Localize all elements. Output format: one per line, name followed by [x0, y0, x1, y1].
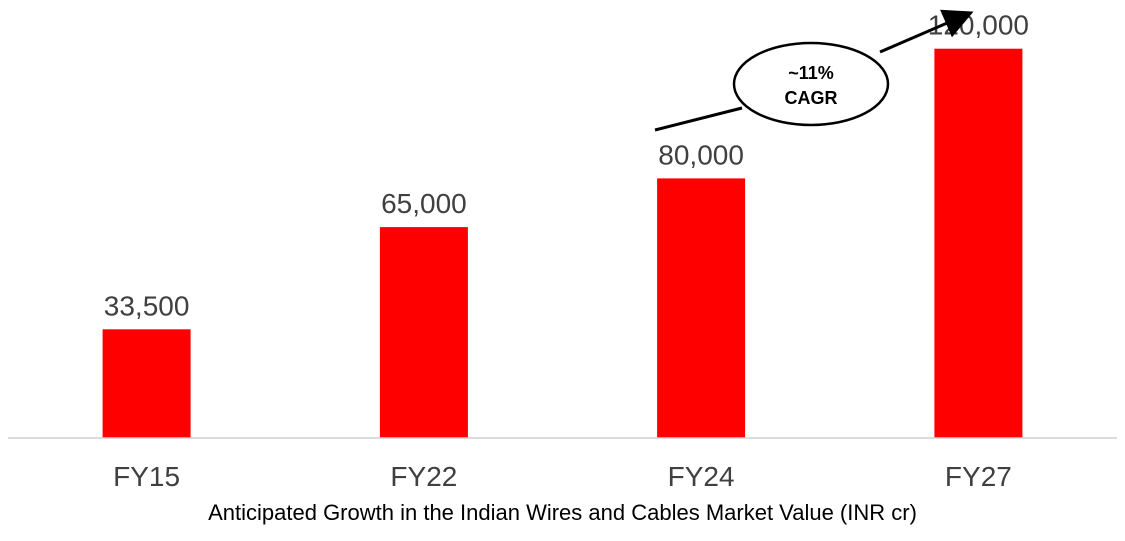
x-tick-label-fy24: FY24 — [668, 461, 735, 492]
cagr-callout-line2: CAGR — [785, 88, 838, 108]
bar-fy27 — [934, 48, 1023, 438]
value-label-fy22: 65,000 — [381, 188, 467, 219]
x-tick-label-fy15: FY15 — [113, 461, 180, 492]
bar-fy15 — [102, 329, 191, 438]
x-tick-label-fy27: FY27 — [945, 461, 1012, 492]
bar-fy22 — [379, 227, 468, 438]
x-tick-label-fy22: FY22 — [390, 461, 457, 492]
cagr-arrow-tail — [654, 106, 743, 132]
value-label-fy24: 80,000 — [658, 139, 744, 170]
bar-fy24 — [657, 178, 746, 438]
value-label-fy15: 33,500 — [104, 290, 190, 321]
cagr-callout-ellipse — [732, 41, 890, 127]
bars-group — [102, 48, 1023, 438]
cagr-callout-line1: ~11% — [788, 63, 834, 83]
cagr-arrow-head-line — [879, 9, 974, 54]
x-tick-labels-group: FY15 FY22 FY24 FY27 — [113, 461, 1012, 492]
